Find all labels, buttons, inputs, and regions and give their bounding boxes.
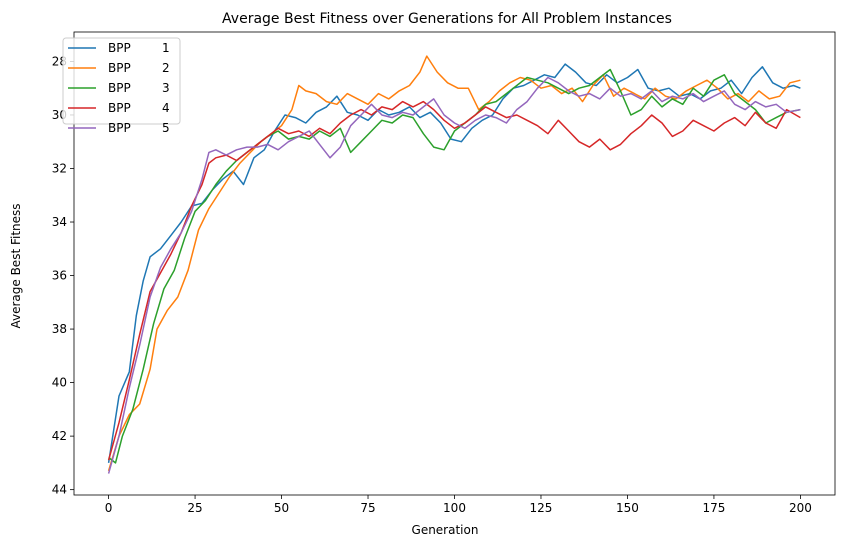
series-lines <box>107 55 801 474</box>
x-tick-label: 0 <box>105 501 113 515</box>
legend-label-index: 5 <box>162 121 170 135</box>
plot-area: 0 25 50 75 100 125 150 175 200 28303234363840424… <box>52 31 836 515</box>
x-axis-label: Generation <box>412 523 479 537</box>
x-tick-label: 125 <box>530 501 553 515</box>
y-tick-label: 40 <box>52 376 67 390</box>
y-tick-label: 36 <box>52 269 67 283</box>
series-line-1 <box>107 63 801 464</box>
plot-frame <box>73 31 836 496</box>
series-line-2 <box>107 55 801 472</box>
legend-label-prefix: BPP <box>108 101 131 115</box>
legend-box <box>62 37 181 125</box>
y-tick-label: 38 <box>52 322 67 336</box>
y-tick-label: 32 <box>52 161 67 175</box>
y-axis-label: Average Best Fitness <box>9 203 23 328</box>
y-tick-label: 34 <box>52 215 67 229</box>
legend-label-index: 1 <box>162 41 170 55</box>
x-tick-label: 175 <box>702 501 725 515</box>
x-tick-label: 200 <box>789 501 812 515</box>
legend-label-index: 4 <box>162 101 170 115</box>
x-tick-label: 100 <box>443 501 466 515</box>
legend-label-prefix: BPP <box>108 121 131 135</box>
x-tick-label: 150 <box>616 501 639 515</box>
legend-label-index: 3 <box>162 81 170 95</box>
y-tick-label: 42 <box>52 429 67 443</box>
x-tick-label: 25 <box>187 501 202 515</box>
legend: BPP 1 BPP 2 BPP 3 BPP 4 BPP 5 <box>62 37 181 135</box>
series-line-5 <box>107 76 801 474</box>
x-tick-label: 50 <box>274 501 289 515</box>
y-tick-label: 44 <box>52 483 67 497</box>
chart-title: Average Best Fitness over Generations fo… <box>222 11 672 27</box>
x-tick-label: 75 <box>360 501 375 515</box>
legend-label-prefix: BPP <box>108 81 131 95</box>
legend-label-prefix: BPP <box>108 41 131 55</box>
x-axis: 0 25 50 75 100 125 150 175 200 <box>105 495 812 515</box>
legend-label-prefix: BPP <box>108 61 131 75</box>
series-line-3 <box>108 68 801 464</box>
series-line-4 <box>107 100 801 461</box>
legend-label-index: 2 <box>162 61 170 75</box>
